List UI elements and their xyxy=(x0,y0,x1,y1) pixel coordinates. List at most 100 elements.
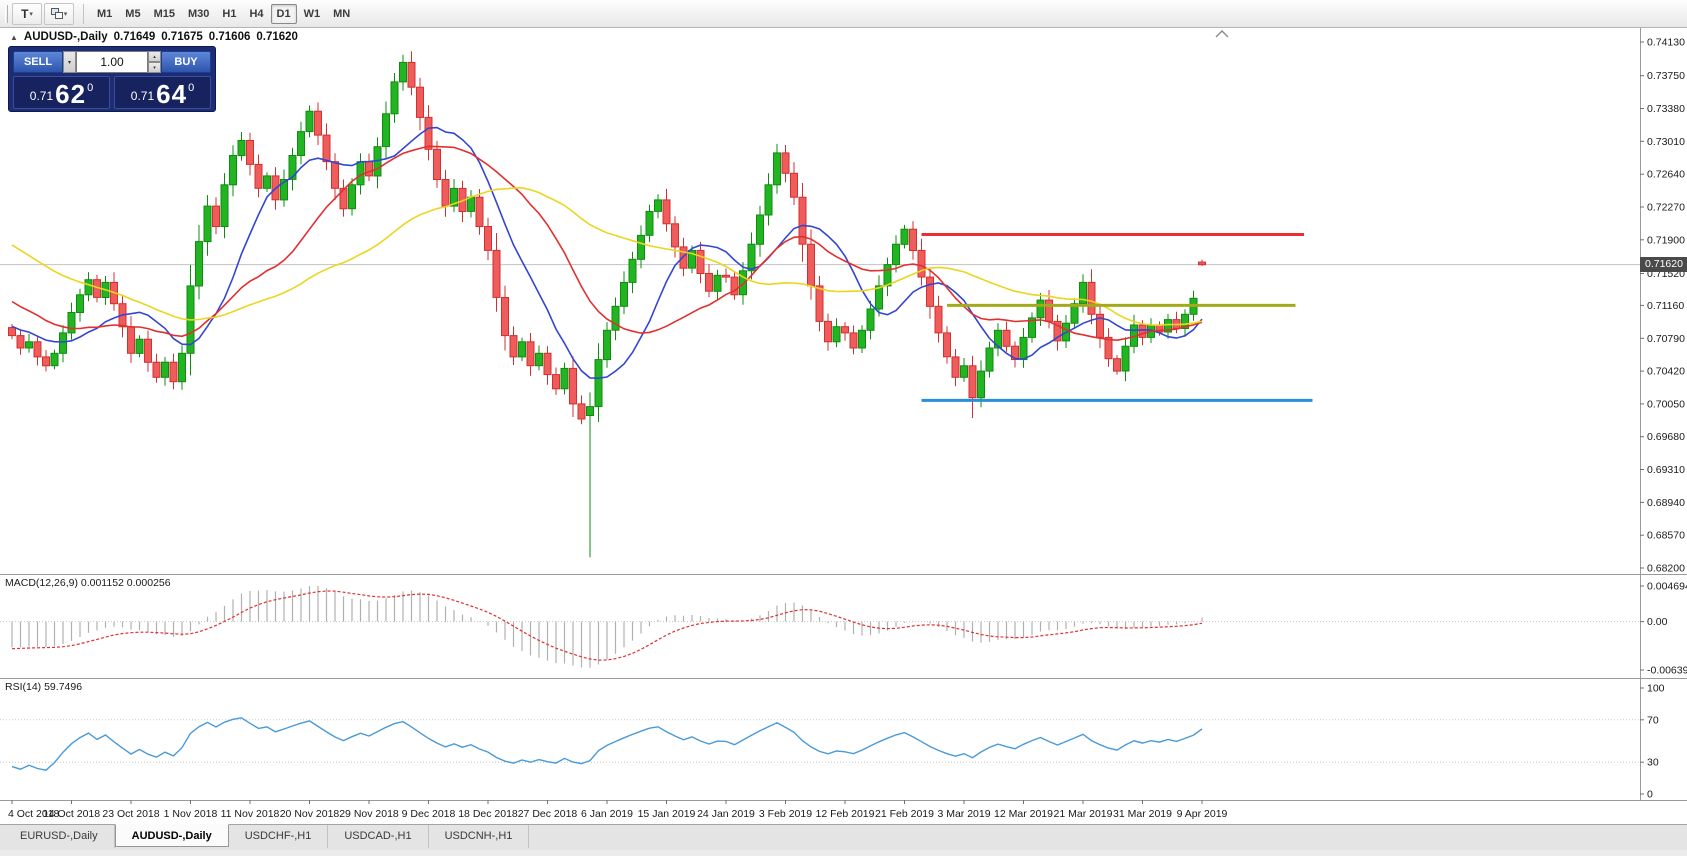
timeframe-button-m1[interactable]: M1 xyxy=(91,4,118,24)
macd-axis-label: 0.00 xyxy=(1647,616,1668,628)
candle-up xyxy=(535,352,543,367)
candle-down xyxy=(824,320,832,343)
price-axis-label: 0.68570 xyxy=(1647,530,1685,542)
volume-increase-button[interactable]: ▴ xyxy=(148,51,161,62)
timeframe-button-w1[interactable]: W1 xyxy=(298,4,327,24)
ohlc-low: 0.71606 xyxy=(208,31,251,43)
candle-down xyxy=(1138,324,1147,338)
candle-down xyxy=(484,226,492,251)
toolbar-grip[interactable] xyxy=(5,4,8,23)
candle-down xyxy=(671,223,679,248)
candle-up xyxy=(858,329,866,349)
timeframes-toolbar: M1 M5 M15 M30 H1 H4 D1 W1 MN xyxy=(91,3,356,24)
candle-down xyxy=(951,356,960,378)
time-axis-label: 9 Apr 2019 xyxy=(1177,808,1228,820)
one-click-toggle-icon[interactable]: ▲ xyxy=(10,32,18,42)
price-axis-label: 0.69680 xyxy=(1647,431,1685,443)
price-axis-label: 0.72270 xyxy=(1647,202,1685,214)
candle-up xyxy=(560,367,569,390)
candle-up xyxy=(280,179,288,201)
candles xyxy=(8,51,1206,558)
chart-objects-button[interactable]: ▾ xyxy=(44,2,74,25)
candle-up xyxy=(892,243,900,266)
candle-up xyxy=(756,214,764,245)
candle-down xyxy=(552,374,560,390)
candle-down xyxy=(441,179,450,207)
sell-price-display[interactable]: 0.71 62 0 xyxy=(13,76,110,109)
price-axis-label: 0.71900 xyxy=(1647,234,1685,246)
candle-up xyxy=(237,140,246,157)
text-tool-button[interactable]: T ▾ xyxy=(12,2,42,25)
candle-up xyxy=(382,113,390,148)
candle-down xyxy=(696,249,705,274)
candle-down xyxy=(144,338,152,363)
chart-tab-usdcad-h1[interactable]: USDCAD-,H1 xyxy=(328,825,429,848)
time-axis-label: 31 Mar 2019 xyxy=(1113,808,1172,820)
price-axis-label: 0.71160 xyxy=(1647,300,1684,312)
candle-up xyxy=(654,199,662,212)
candle-down xyxy=(926,276,934,307)
candle-down xyxy=(501,297,509,337)
time-axis-label: 15 Jan 2019 xyxy=(638,808,696,820)
buy-price-display[interactable]: 0.71 64 0 xyxy=(114,76,211,109)
timeframe-button-h4[interactable]: H4 xyxy=(243,4,269,24)
candle-up xyxy=(450,187,458,207)
price-axis-label: 0.68940 xyxy=(1647,497,1685,509)
timeframe-button-h1[interactable]: H1 xyxy=(216,4,242,24)
timeframe-button-m15[interactable]: M15 xyxy=(148,4,181,24)
candle-down xyxy=(781,152,790,174)
macd-histogram xyxy=(11,586,1203,668)
candle-down xyxy=(1104,336,1113,360)
ohlc-open: 0.71649 xyxy=(113,31,156,43)
candle-up xyxy=(1019,336,1028,361)
candle-up xyxy=(866,308,875,331)
candle-down xyxy=(807,243,815,287)
time-axis-label: 12 Feb 2019 xyxy=(816,808,875,820)
candle-down xyxy=(16,335,25,349)
candle-up xyxy=(356,161,365,186)
sell-button[interactable]: SELL xyxy=(13,51,63,73)
candle-up xyxy=(977,370,985,399)
chart-tab-audusd-daily[interactable]: AUDUSD-,Daily xyxy=(114,824,229,847)
candle-up xyxy=(1036,299,1045,319)
volume-dropdown-button[interactable]: ▾ xyxy=(63,51,76,73)
chart-shift-marker[interactable] xyxy=(1215,30,1229,38)
time-axis-label: 3 Feb 2019 xyxy=(759,808,812,820)
timeframe-button-mn[interactable]: MN xyxy=(327,4,356,24)
time-axis-label: 12 Mar 2019 xyxy=(994,808,1053,820)
candle-up xyxy=(67,312,76,334)
chart-tab-eurusd-daily[interactable]: EURUSD-,Daily xyxy=(4,825,115,848)
candle-up xyxy=(739,270,747,296)
candle-down xyxy=(127,326,135,354)
candle-down xyxy=(1113,358,1121,372)
timeframe-button-m5[interactable]: M5 xyxy=(119,4,146,24)
candle-up xyxy=(1181,313,1189,329)
chart-tab-usdcnh-h1[interactable]: USDCNH-,H1 xyxy=(429,825,530,848)
macd-axis-label: -0.00639 xyxy=(1647,665,1687,677)
candle-up xyxy=(203,205,212,243)
ohlc-close: 0.71620 xyxy=(256,31,298,43)
buy-button[interactable]: BUY xyxy=(161,51,211,73)
candle-down xyxy=(8,327,16,337)
candle-up xyxy=(263,175,271,189)
candle-up xyxy=(832,326,841,343)
candle-up xyxy=(985,347,994,372)
chart-tab-usdchf-h1[interactable]: USDCHF-,H1 xyxy=(229,825,329,848)
candle-up xyxy=(161,361,169,378)
price-axis-label: 0.73380 xyxy=(1647,103,1685,115)
candle-up xyxy=(586,406,594,417)
candle-down xyxy=(943,332,951,358)
candle-up xyxy=(747,243,756,272)
candle-down xyxy=(1011,345,1019,361)
candle-up xyxy=(59,332,67,354)
volume-input[interactable] xyxy=(76,51,148,73)
time-axis-label: 29 Nov 2018 xyxy=(339,808,399,820)
timeframe-button-m30[interactable]: M30 xyxy=(182,4,215,24)
candle-up xyxy=(645,210,654,236)
candle-down xyxy=(543,352,552,376)
candle-down xyxy=(1087,281,1096,315)
candle-up xyxy=(195,241,203,287)
timeframe-button-d1[interactable]: D1 xyxy=(270,3,297,24)
volume-decrease-button[interactable]: ▾ xyxy=(148,62,161,73)
candle-down xyxy=(42,356,50,367)
